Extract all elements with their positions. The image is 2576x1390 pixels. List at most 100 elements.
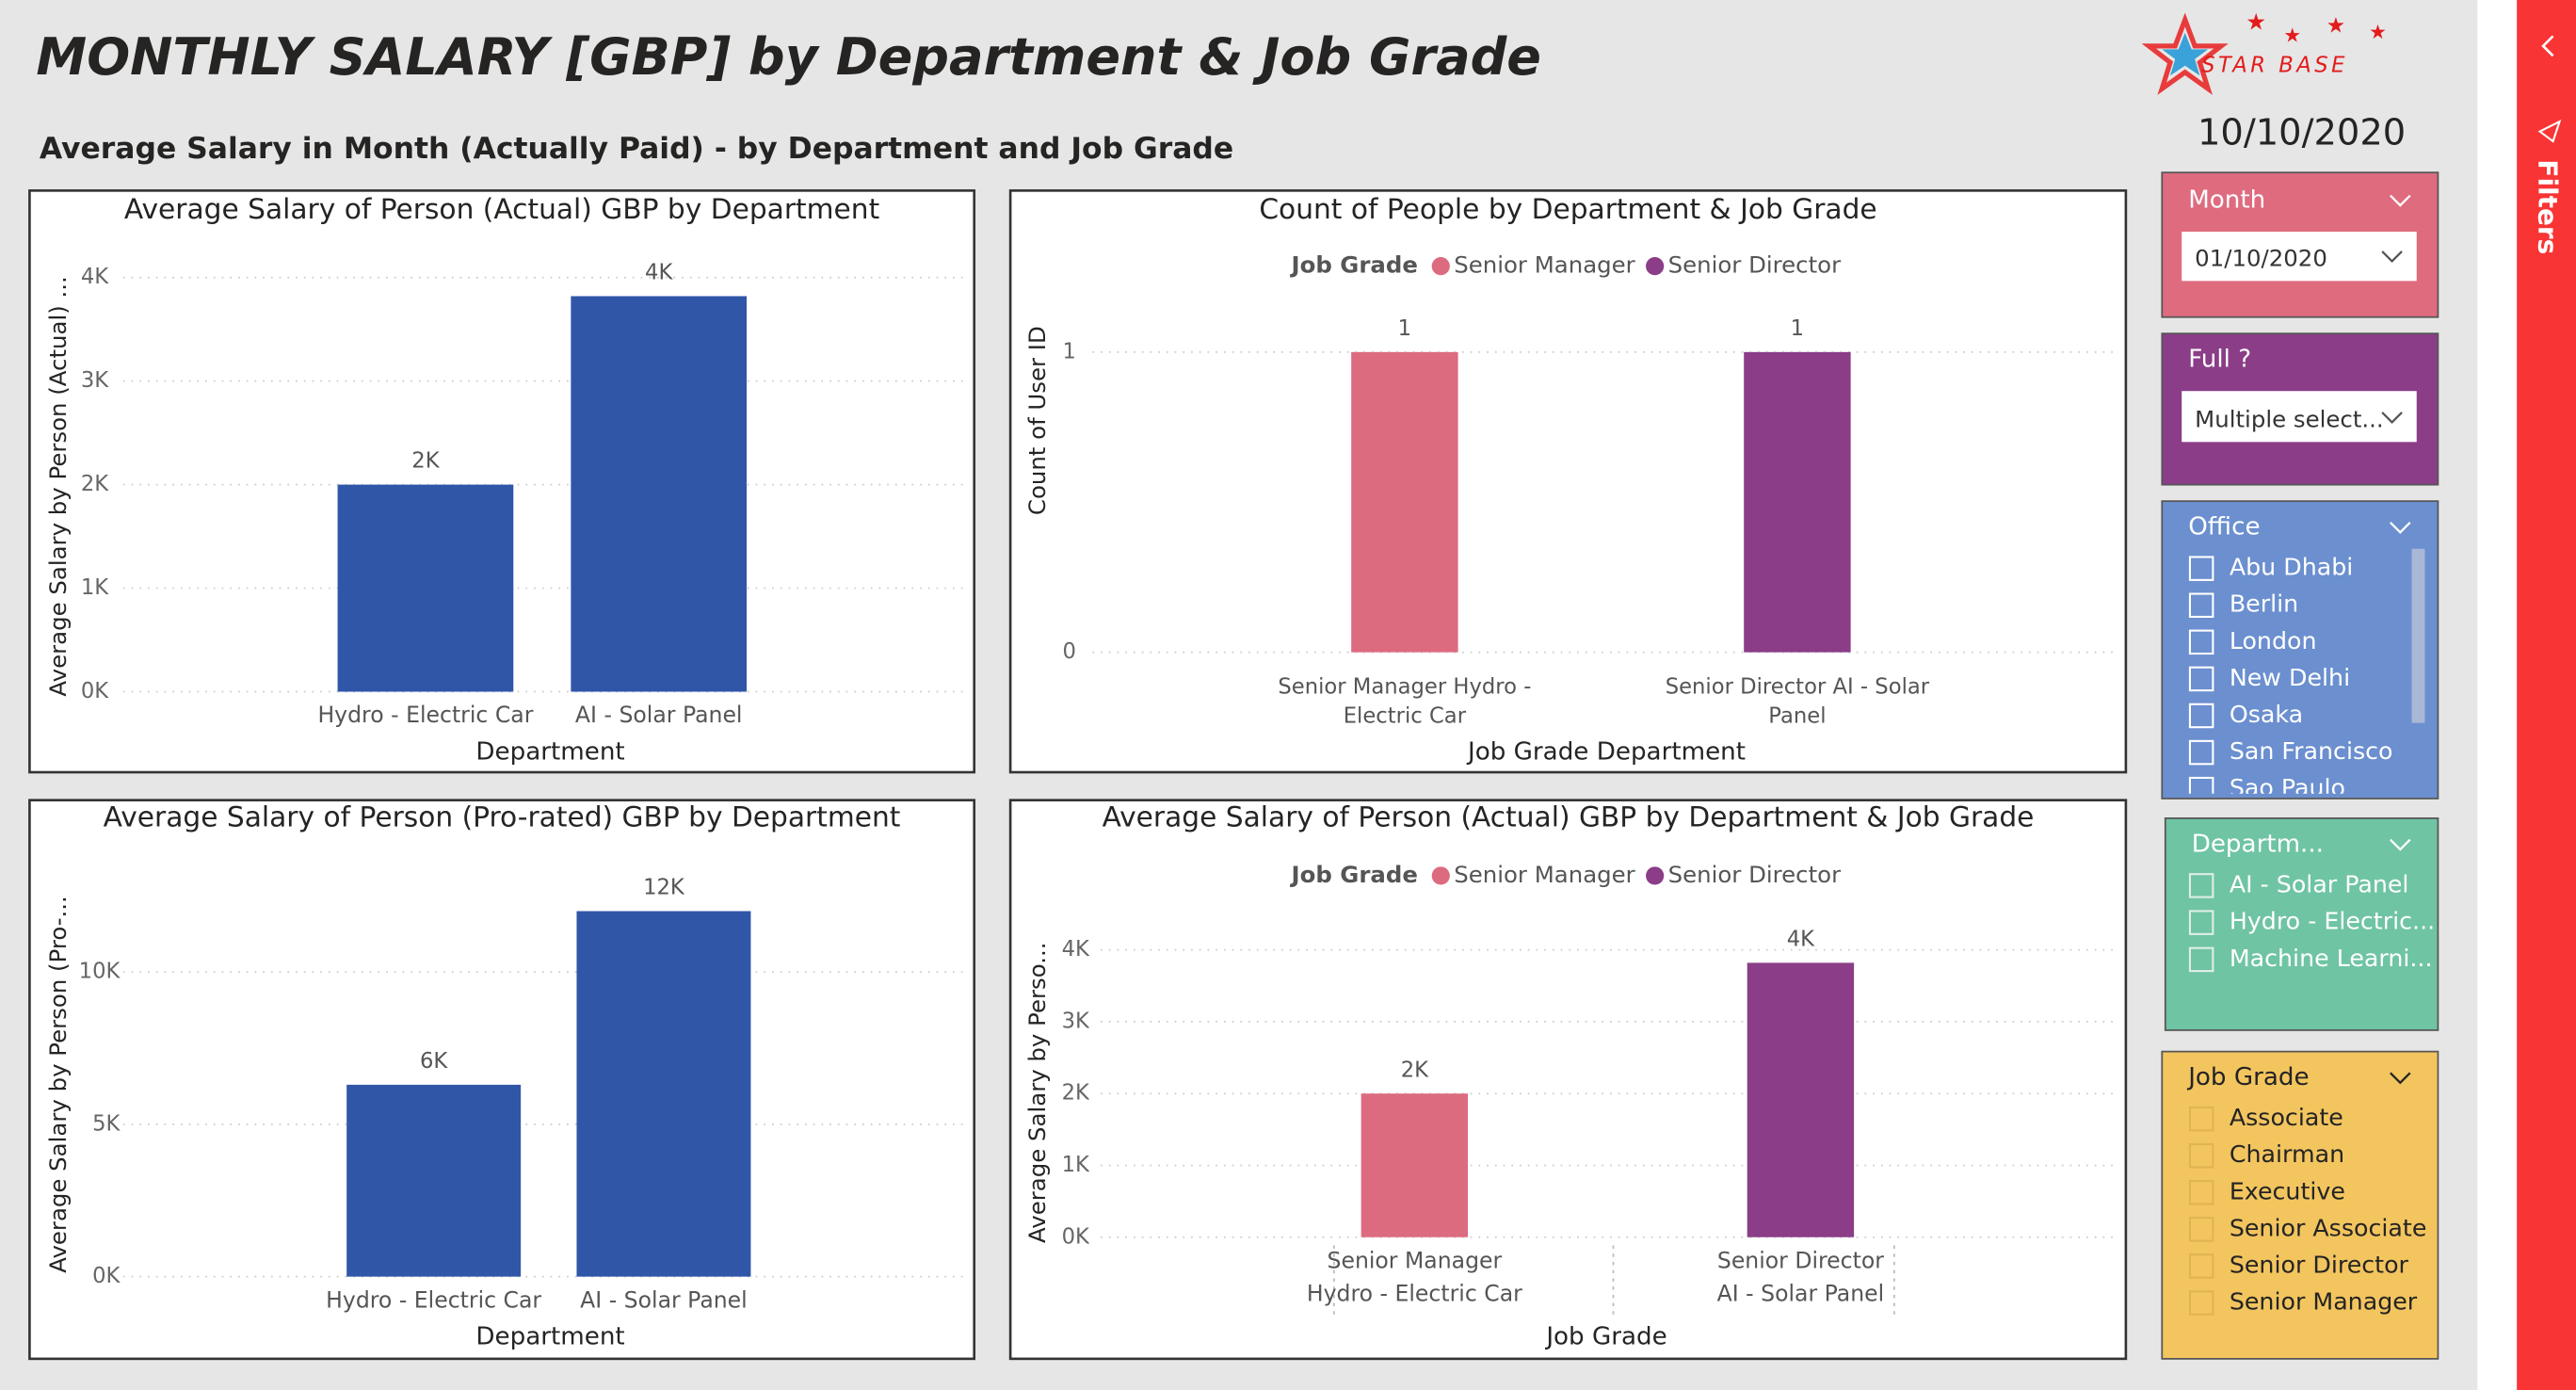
svg-text:★: ★ <box>2369 21 2387 43</box>
checkbox[interactable] <box>2188 910 2214 935</box>
slicer-item[interactable]: London <box>2230 627 2317 655</box>
checkbox[interactable] <box>2188 776 2214 800</box>
axis-separators <box>1332 1245 1895 1315</box>
y-axis-label: Count of User ID <box>1023 326 1051 515</box>
checkbox[interactable] <box>2188 592 2214 619</box>
y-axis-label: Average Salary by Perso... <box>1023 942 1051 1242</box>
chevron[interactable] <box>2381 251 2403 264</box>
checkbox[interactable] <box>2188 1106 2214 1132</box>
scrollbar[interactable] <box>2411 548 2425 723</box>
checkbox[interactable] <box>2188 1180 2214 1205</box>
slicer-item[interactable]: Senior Associate <box>2230 1214 2427 1241</box>
bar <box>576 911 751 1277</box>
slicer-title: Job Grade <box>2186 1063 2309 1091</box>
chevron[interactable] <box>2390 1072 2411 1085</box>
page-subtitle: Average Salary in Month (Actually Paid) … <box>40 132 1233 166</box>
x-tick-sublabel: AI - Solar Panel <box>1717 1280 1885 1306</box>
checkbox[interactable] <box>2188 1253 2214 1279</box>
chart-title: Average Salary of Person (Actual) GBP by… <box>1103 800 2035 832</box>
data-label: 2K <box>411 449 440 474</box>
legend-swatch <box>1646 866 1665 885</box>
bar <box>1351 351 1458 653</box>
slicer-item[interactable]: Executive <box>2230 1177 2345 1204</box>
chevron[interactable] <box>2390 194 2411 207</box>
y-tick-label: 0K <box>1062 1224 1090 1249</box>
dropdown-value[interactable]: Multiple select... <box>2195 406 2384 433</box>
x-tick-label: Hydro - Electric Car <box>326 1286 541 1313</box>
chart-panel <box>1008 189 2128 774</box>
x-tick-label: Senior Manager Hydro - Electric Car <box>1278 675 1532 730</box>
bar <box>1744 351 1851 653</box>
slicer-item[interactable]: New Delhi <box>2230 664 2350 691</box>
x-axis-label: Department <box>475 738 624 767</box>
dropdown-value[interactable]: 01/10/2020 <box>2195 245 2327 272</box>
chevron[interactable] <box>2381 412 2403 424</box>
slicer-panel <box>2161 1050 2439 1360</box>
checkbox[interactable] <box>2188 946 2214 973</box>
x-axis-label: Department <box>475 1323 624 1351</box>
checkbox[interactable] <box>2188 1142 2214 1169</box>
svg-text:★: ★ <box>2246 8 2266 35</box>
y-tick-label: 2K <box>81 472 109 496</box>
legend-swatch <box>1431 866 1450 885</box>
pane-gap <box>2477 0 2518 1390</box>
x-tick-sublabel: Hydro - Electric Car <box>1307 1280 1522 1306</box>
chevron[interactable] <box>2390 522 2411 534</box>
slicer-item[interactable]: Berlin <box>2230 590 2298 618</box>
data-label: 2K <box>1401 1058 1429 1082</box>
y-tick-label: 4K <box>81 265 109 289</box>
slicer-item[interactable]: Abu Dhabi <box>2230 554 2353 581</box>
data-label: 1 <box>1398 316 1411 341</box>
slicer-title: Full ? <box>2188 346 2251 374</box>
y-tick-label: 4K <box>1062 937 1090 962</box>
x-tick-label: Senior Director <box>1717 1247 1884 1273</box>
y-tick-label: 1K <box>81 575 109 600</box>
checkbox[interactable] <box>2188 703 2214 729</box>
collapse-icon[interactable] <box>2541 35 2554 57</box>
y-tick-label: 0K <box>92 1264 121 1288</box>
legend-title: Job Grade <box>1289 251 1417 279</box>
checkbox[interactable] <box>2188 629 2214 655</box>
chevron[interactable] <box>2390 838 2411 851</box>
svg-text:★: ★ <box>2283 24 2301 46</box>
legend-label: Senior Director <box>1668 861 1842 888</box>
checkbox[interactable] <box>2188 1290 2214 1316</box>
x-tick-label: Senior Manager <box>1328 1247 1503 1273</box>
slicer-title: Departm... <box>2192 830 2324 858</box>
bar <box>571 296 748 692</box>
data-label: 6K <box>420 1049 448 1074</box>
filters-pane[interactable] <box>2517 0 2576 1390</box>
y-tick-label: 0 <box>1062 639 1075 664</box>
legend-swatch <box>1646 257 1665 276</box>
x-tick-label-box: Senior Director AI - Solar Panel <box>1666 675 1929 730</box>
dropdown[interactable] <box>2182 391 2417 443</box>
slicer-item[interactable]: AI - Solar Panel <box>2230 870 2409 897</box>
checkbox[interactable] <box>2188 666 2214 692</box>
filters-label[interactable]: Filters <box>2533 159 2564 254</box>
checkbox[interactable] <box>2188 873 2214 898</box>
dropdown[interactable] <box>2182 232 2417 282</box>
y-axis-label: Average Salary by Person (Pro-... <box>44 896 72 1273</box>
slicer-item[interactable]: Hydro - Electric... <box>2230 908 2435 935</box>
checkbox[interactable] <box>2188 739 2214 766</box>
checkbox[interactable] <box>2188 556 2214 581</box>
slicer-item[interactable]: Machine Learni... <box>2230 945 2433 972</box>
bar <box>337 484 514 692</box>
y-tick-label: 10K <box>79 960 121 984</box>
slicer-item[interactable]: San Francisco <box>2230 737 2393 765</box>
y-tick-label: 1K <box>1062 1153 1090 1177</box>
chart-title: Count of People by Department & Job Grad… <box>1259 192 1876 225</box>
slicer-item[interactable]: Senior Director <box>2230 1251 2409 1278</box>
data-label: 4K <box>645 261 673 285</box>
x-axis-label: Job Grade <box>1544 1323 1666 1351</box>
slicer-item[interactable]: Senior Manager <box>2230 1288 2418 1316</box>
slicer-item[interactable]: Chairman <box>2230 1140 2344 1168</box>
x-tick-label-box: Senior Manager Hydro - Electric Car <box>1278 675 1532 730</box>
y-tick-label: 2K <box>1062 1081 1090 1106</box>
slicer-item[interactable]: Osaka <box>2230 701 2303 728</box>
checkbox[interactable] <box>2188 1217 2214 1242</box>
report-date: 10/10/2020 <box>2198 112 2406 154</box>
legend-label: Senior Manager <box>1454 861 1635 888</box>
slicer-item[interactable]: Sao Paulo <box>2230 774 2345 801</box>
slicer-item[interactable]: Associate <box>2230 1104 2343 1131</box>
